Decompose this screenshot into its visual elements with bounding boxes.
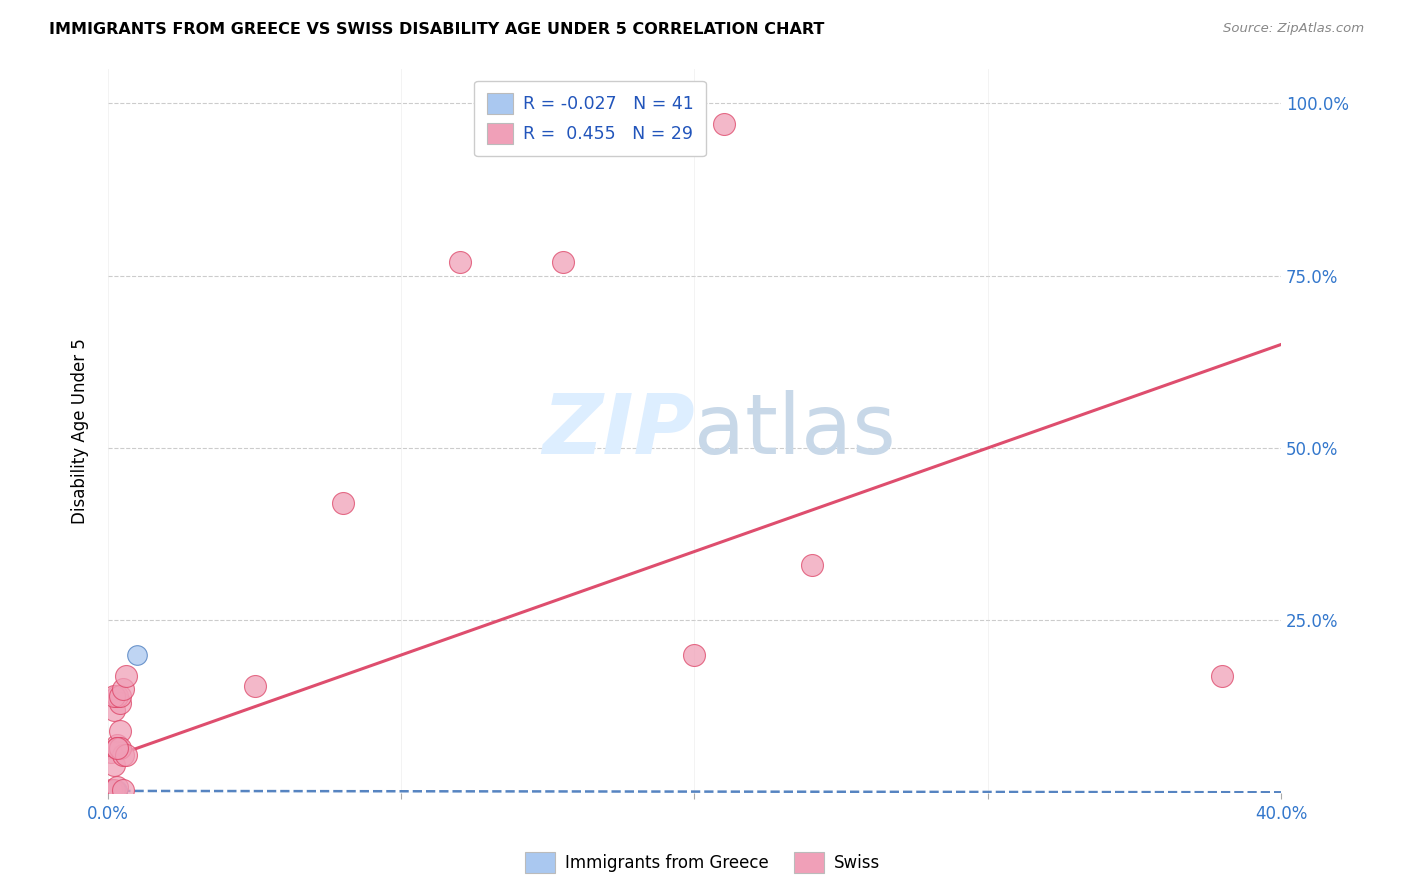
Point	[103, 784, 125, 798]
Text: ZIP: ZIP	[541, 391, 695, 471]
Point	[105, 784, 128, 798]
Point	[103, 785, 125, 799]
Point	[108, 723, 131, 738]
Legend: R = -0.027   N = 41, R =  0.455   N = 29: R = -0.027 N = 41, R = 0.455 N = 29	[474, 81, 706, 156]
Point	[551, 117, 574, 131]
Point	[100, 784, 122, 798]
Point	[103, 784, 125, 798]
Point	[105, 738, 128, 752]
Point	[100, 784, 122, 798]
Point	[100, 784, 122, 798]
Point	[108, 741, 131, 756]
Point	[683, 648, 706, 662]
Point	[111, 747, 134, 762]
Point	[100, 784, 122, 798]
Point	[103, 784, 125, 798]
Point	[103, 785, 125, 799]
Point	[100, 784, 122, 798]
Point	[108, 696, 131, 710]
Point	[114, 747, 136, 762]
Point	[103, 783, 125, 797]
Point	[103, 784, 125, 798]
Point	[111, 682, 134, 697]
Point	[100, 745, 122, 759]
Point	[100, 782, 122, 797]
Point	[105, 780, 128, 795]
Point	[105, 783, 128, 797]
Point	[105, 690, 128, 704]
Point	[103, 785, 125, 799]
Point	[332, 496, 354, 510]
Point	[100, 785, 122, 799]
Point	[713, 117, 735, 131]
Point	[103, 784, 125, 798]
Point	[100, 784, 122, 798]
Text: Source: ZipAtlas.com: Source: ZipAtlas.com	[1223, 22, 1364, 36]
Point	[103, 784, 125, 798]
Point	[111, 782, 134, 797]
Point	[114, 668, 136, 682]
Point	[100, 784, 122, 798]
Text: IMMIGRANTS FROM GREECE VS SWISS DISABILITY AGE UNDER 5 CORRELATION CHART: IMMIGRANTS FROM GREECE VS SWISS DISABILI…	[49, 22, 824, 37]
Point	[108, 690, 131, 704]
Point	[1211, 668, 1233, 682]
Y-axis label: Disability Age Under 5: Disability Age Under 5	[72, 338, 89, 524]
Point	[103, 784, 125, 798]
Point	[100, 785, 122, 799]
Point	[103, 784, 125, 798]
Point	[105, 785, 128, 799]
Point	[100, 785, 122, 799]
Legend: Immigrants from Greece, Swiss: Immigrants from Greece, Swiss	[519, 846, 887, 880]
Point	[243, 679, 266, 693]
Point	[103, 784, 125, 798]
Point	[105, 741, 128, 756]
Text: atlas: atlas	[695, 391, 896, 471]
Point	[105, 784, 128, 798]
Point	[449, 254, 471, 268]
Point	[127, 648, 149, 662]
Point	[105, 741, 128, 756]
Point	[105, 785, 128, 799]
Point	[100, 783, 122, 797]
Point	[103, 690, 125, 704]
Point	[105, 784, 128, 798]
Point	[103, 784, 125, 798]
Point	[103, 703, 125, 717]
Point	[103, 784, 125, 798]
Point	[551, 254, 574, 268]
Point	[103, 783, 125, 797]
Point	[105, 784, 128, 798]
Point	[100, 784, 122, 798]
Point	[100, 784, 122, 798]
Point	[105, 785, 128, 799]
Point	[103, 758, 125, 772]
Point	[100, 782, 122, 797]
Point	[105, 785, 128, 799]
Point	[105, 784, 128, 798]
Point	[100, 784, 122, 798]
Point	[800, 558, 823, 573]
